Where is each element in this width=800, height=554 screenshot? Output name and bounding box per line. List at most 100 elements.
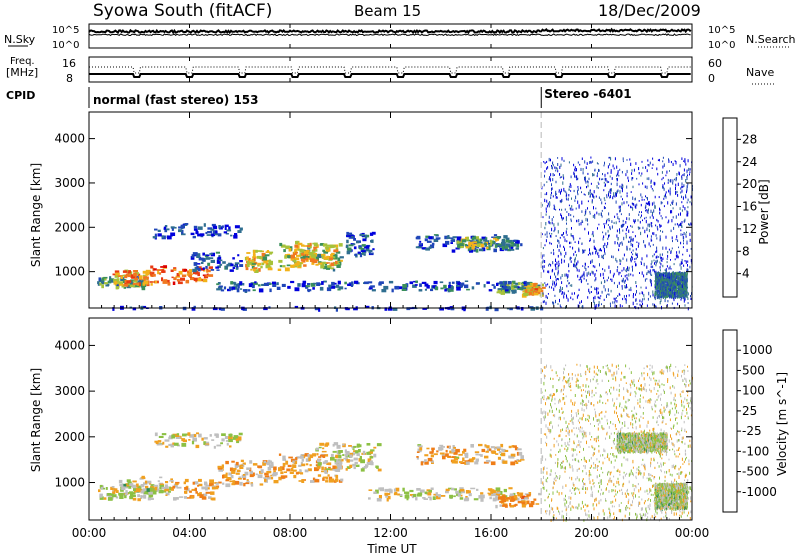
heatmap-cell: [387, 495, 391, 500]
heatmap-cell: [443, 284, 447, 289]
heatmap-cell: [138, 275, 143, 280]
heatmap-cell: [490, 446, 495, 449]
heatmap-cell: [568, 270, 570, 273]
heatmap-cell: [672, 182, 674, 185]
heatmap-cell: [464, 280, 469, 282]
heatmap-cell: [561, 233, 563, 237]
heatmap-cell: [686, 278, 688, 280]
heatmap-cell: [548, 270, 550, 274]
heatmap-cell: [574, 174, 576, 178]
heatmap-cell: [502, 460, 508, 464]
heatmap-cell: [232, 266, 236, 269]
heatmap-cell: [416, 235, 421, 240]
heatmap-cell: [565, 273, 567, 277]
heatmap-cell: [603, 247, 605, 250]
heatmap-cell: [686, 248, 688, 252]
heatmap-cell: [594, 247, 596, 250]
heatmap-cell: [170, 226, 175, 229]
heatmap-cell: [572, 298, 574, 301]
heatmap-cell: [660, 298, 662, 302]
heatmap-cell: [608, 212, 610, 216]
heatmap-cell: [210, 269, 215, 271]
heatmap-cell: [368, 489, 373, 491]
heatmap-cell: [659, 279, 660, 283]
heatmap-cell: [550, 275, 551, 279]
heatmap-cell: [434, 286, 439, 291]
heatmap-cell: [654, 270, 655, 273]
heatmap-cell: [616, 178, 618, 180]
heatmap-cell: [508, 445, 512, 449]
heatmap-cell: [625, 298, 627, 302]
heatmap-cell: [126, 479, 131, 483]
heatmap-cell: [552, 280, 554, 284]
heatmap-cell: [493, 234, 498, 237]
heatmap-cell: [112, 491, 116, 495]
heatmap-cell: [677, 286, 679, 290]
heatmap-cell: [338, 259, 343, 262]
heatmap-cell: [598, 296, 600, 299]
heatmap-cell: [647, 164, 649, 166]
heatmap-cell: [563, 467, 565, 470]
heatmap-cell: [684, 291, 686, 295]
heatmap-cell: [659, 276, 660, 280]
heatmap-cell: [245, 267, 249, 271]
heatmap-cell: [239, 281, 243, 285]
heatmap-cell: [686, 240, 688, 243]
heatmap-cell: [495, 453, 499, 455]
heatmap-cell: [635, 293, 636, 296]
heatmap-cell: [589, 472, 591, 475]
heatmap-cell: [218, 225, 221, 229]
heatmap-cell: [513, 445, 517, 448]
heatmap-cell: [227, 263, 232, 267]
heatmap-cell: [669, 193, 671, 196]
heatmap-cell: [221, 438, 225, 442]
heatmap-cell: [236, 288, 240, 293]
heatmap-cell: [633, 293, 634, 296]
heatmap-cell: [369, 232, 374, 236]
heatmap-cell: [659, 294, 661, 297]
heatmap-cell: [656, 237, 658, 240]
heatmap-cell: [564, 208, 566, 211]
heatmap-cell: [621, 241, 623, 244]
heatmap-cell: [686, 189, 688, 192]
heatmap-cell: [236, 469, 241, 472]
heatmap-cell: [663, 195, 665, 198]
heatmap-cell: [313, 242, 318, 247]
heatmap-cell: [142, 488, 146, 491]
heatmap-cell: [656, 282, 658, 285]
heatmap-cell: [665, 275, 667, 279]
heatmap-cell: [648, 201, 649, 205]
heatmap-cell: [195, 491, 198, 494]
heatmap-cell: [666, 289, 668, 292]
heatmap-cell: [349, 464, 353, 468]
heatmap-cell: [550, 251, 552, 254]
heatmap-cell: [617, 237, 619, 241]
heatmap-cell: [593, 301, 595, 306]
heatmap-cell: [487, 488, 493, 491]
heatmap-cell: [301, 458, 304, 462]
heatmap-cell: [125, 283, 129, 287]
heatmap-cell: [243, 482, 246, 487]
heatmap-cell: [479, 248, 484, 252]
heatmap-cell: [424, 454, 429, 457]
heatmap-cell: [469, 240, 474, 243]
heatmap-cell: [225, 483, 231, 488]
heatmap-cell: [659, 261, 661, 264]
heatmap-cell: [299, 455, 304, 459]
heatmap-cell: [655, 285, 657, 287]
heatmap-cell: [99, 495, 103, 498]
heatmap-cell: [567, 298, 569, 302]
heatmap-cell: [442, 243, 448, 248]
heatmap-cell: [651, 214, 653, 217]
heatmap-cell: [335, 251, 341, 254]
heatmap-cell: [423, 498, 428, 500]
heatmap-cell: [233, 282, 237, 286]
heatmap-cell: [659, 274, 661, 277]
heatmap-cell: [677, 290, 679, 294]
heatmap-cell: [641, 257, 643, 261]
heatmap-cell: [660, 517, 662, 521]
heatmap-cell: [680, 415, 682, 420]
heatmap-cell: [356, 241, 360, 244]
heatmap-cell: [320, 265, 325, 269]
heatmap-cell: [293, 469, 297, 472]
